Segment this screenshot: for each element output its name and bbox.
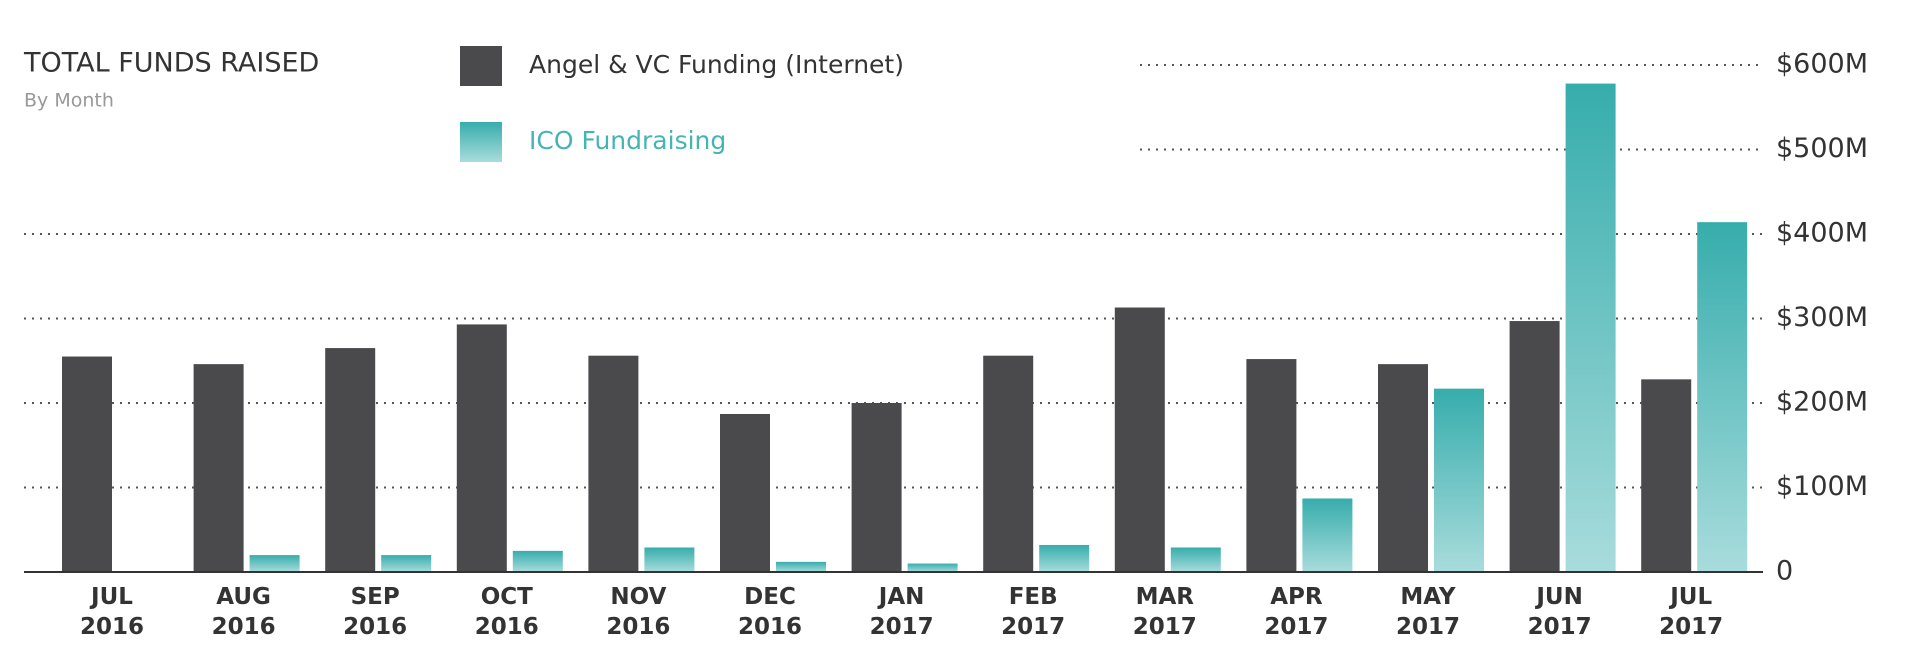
bar (325, 348, 376, 572)
x-tick-label: FEB 2017 (1001, 584, 1066, 640)
bar (1697, 222, 1748, 573)
legend-label: Angel & VC Funding (Internet) (529, 50, 904, 79)
bar (381, 555, 432, 572)
x-tick-label: JUL 2017 (1659, 584, 1724, 640)
x-tick-label: OCT 2016 (474, 584, 539, 640)
x-tick-label: MAR 2017 (1132, 584, 1197, 640)
bar (193, 364, 244, 572)
x-tick-label: APR 2017 (1264, 584, 1329, 640)
legend-swatch (460, 122, 502, 162)
x-tick-label: MAY 2017 (1395, 584, 1460, 640)
bar (588, 355, 639, 572)
bar (1641, 379, 1692, 572)
y-tick-label: $600M (1776, 49, 1868, 80)
bar (983, 355, 1034, 572)
bar (1302, 498, 1353, 572)
x-tick-label: AUG 2016 (211, 584, 276, 640)
chart-title: TOTAL FUNDS RAISED (23, 48, 319, 79)
bar (776, 561, 826, 572)
bar (62, 356, 112, 572)
bar (1170, 547, 1221, 572)
y-tick-label: $200M (1776, 387, 1868, 418)
bar (1565, 83, 1616, 572)
y-tick-label: $400M (1776, 218, 1868, 249)
y-tick-label: $500M (1776, 133, 1868, 164)
y-tick-label: 0 (1776, 556, 1793, 587)
bar (456, 324, 507, 572)
x-tick-label: JAN 2017 (869, 584, 934, 640)
x-tick-label: DEC 2016 (737, 584, 802, 640)
y-tick-label: $100M (1776, 471, 1868, 502)
bar (644, 547, 695, 572)
x-tick-label: NOV 2016 (606, 584, 671, 640)
bar (1246, 359, 1297, 572)
bar (907, 563, 958, 572)
x-tick-label: JUN 2017 (1527, 584, 1592, 640)
bar (512, 550, 563, 572)
legend-swatch (460, 46, 502, 86)
legend-label: ICO Fundraising (529, 126, 726, 155)
chart-subtitle: By Month (24, 90, 114, 112)
bar (851, 403, 902, 572)
bar (1378, 364, 1428, 572)
bar (720, 413, 770, 572)
bar (1434, 388, 1484, 572)
x-tick-label: SEP 2016 (343, 584, 408, 640)
x-tick-label: JUL 2016 (79, 584, 144, 640)
y-tick-label: $300M (1776, 302, 1868, 333)
bar (1114, 307, 1165, 572)
bar (1039, 544, 1090, 572)
bar (1509, 321, 1560, 572)
bar (249, 555, 300, 572)
